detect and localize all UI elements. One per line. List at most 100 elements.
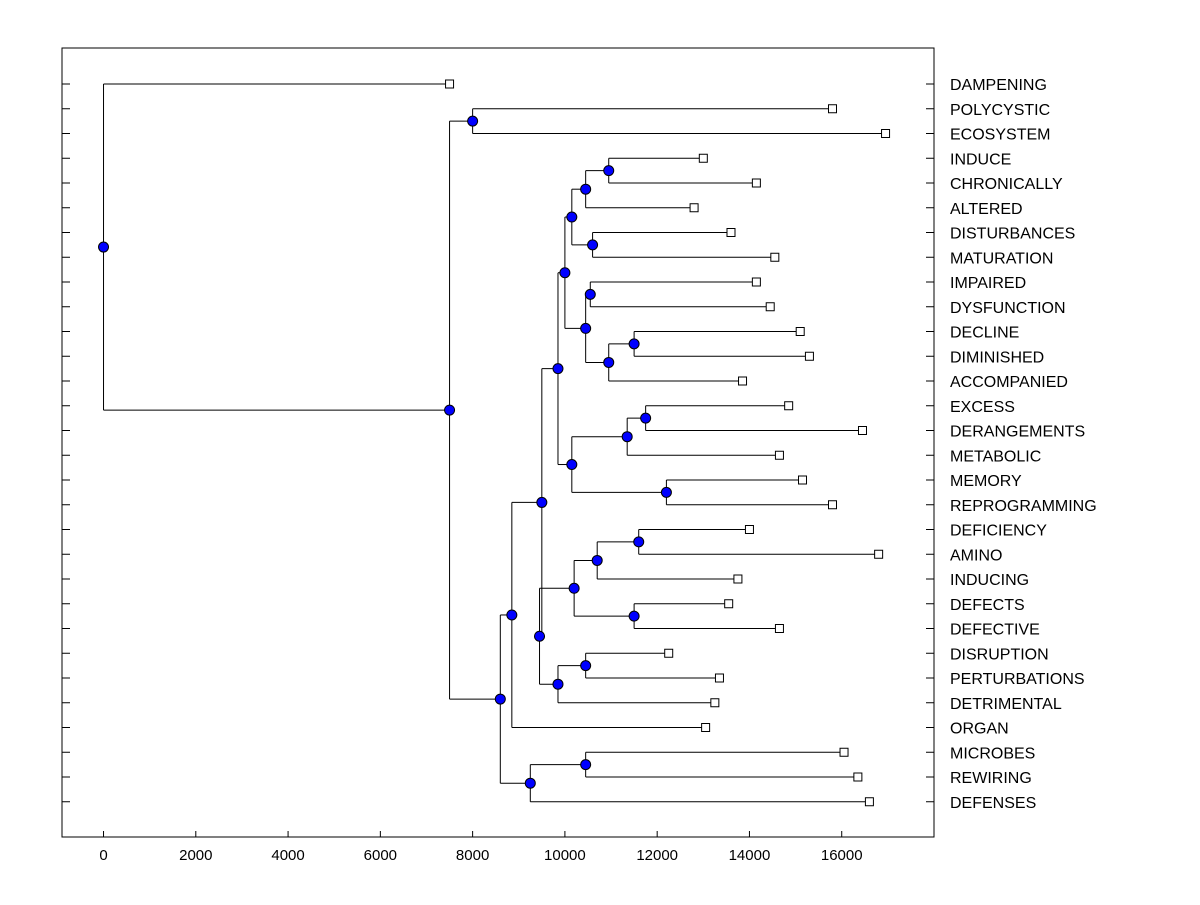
x-tick-label-2000: 2000: [179, 847, 212, 864]
merge-node-m_ica: [580, 183, 592, 195]
x-tick-label-4000: 4000: [271, 847, 304, 864]
merge-node-m_AB_meta: [552, 363, 564, 375]
merge-node-m_induce_chron: [603, 165, 615, 177]
leaf-marker-decline: [795, 327, 805, 336]
merge-node-m_root: [98, 241, 110, 253]
leaf-marker-disturbances: [726, 228, 736, 237]
merge-node-m_mic_rew: [580, 759, 592, 771]
leaf-marker-impaired: [751, 277, 761, 287]
merge-node-m_grpA: [566, 211, 578, 223]
leaf-marker-dysfunction: [765, 302, 775, 312]
leaf-marker-diminished: [804, 351, 814, 361]
leaf-marker-detrimental: [710, 698, 720, 708]
merge-node-m_grpB: [580, 322, 592, 334]
leaf-marker-derangements: [857, 426, 867, 435]
leaf-marker-perturbations: [714, 673, 724, 683]
leaf-marker-accompanied: [738, 376, 748, 386]
leaf-markers: [445, 79, 891, 807]
leaf-labels: DAMPENING POLYCYSTIC ECOSYSTEM INDUCE CHRONI…: [950, 77, 1097, 812]
leaf-label-ecosystem: ECOSYSTEM: [950, 127, 1050, 144]
leaf-label-diminished: DIMINISHED: [950, 349, 1044, 366]
leaf-label-reprogramming: REPROGRAMMING: [950, 498, 1097, 515]
leaf-label-derangements: DERANGEMENTS: [950, 424, 1085, 441]
leaf-label-inducing: INDUCING: [950, 572, 1029, 589]
leaf-marker-defects: [724, 599, 734, 609]
leaf-label-chronically: CHRONICALLY: [950, 176, 1063, 193]
leaf-label-perturbations: PERTURBATIONS: [950, 671, 1085, 688]
leaf-marker-inducing: [733, 574, 743, 584]
leaf-marker-polycystic: [827, 104, 837, 114]
merge-node-m_mem_rep: [660, 486, 672, 498]
x-tick-label-14000: 14000: [729, 847, 771, 864]
x-tick-label-6000: 6000: [364, 847, 397, 864]
leaf-label-dysfunction: DYSFUNCTION: [950, 300, 1066, 317]
leaf-marker-excess: [784, 401, 794, 411]
merge-node-m_dai: [591, 554, 603, 566]
merge-node-m_dis_per: [580, 660, 592, 672]
leaf-marker-disruption: [664, 648, 674, 658]
merge-nodes: [98, 115, 672, 789]
merge-node-m_CD_organ: [506, 609, 518, 621]
leaf-marker-maturation: [770, 252, 780, 262]
leaf-label-defective: DEFECTIVE: [950, 622, 1040, 639]
leaf-label-dampening: DAMPENING: [950, 77, 1047, 94]
leaf-marker-rewiring: [853, 772, 863, 782]
leaf-marker-microbes: [839, 747, 849, 757]
x-tick-label-12000: 12000: [636, 847, 678, 864]
leaf-label-microbes: MICROBES: [950, 745, 1035, 762]
merge-node-m_mrd: [524, 777, 536, 789]
merge-node-m_poly_eco: [467, 115, 479, 127]
merge-node-m_dist_mat: [587, 239, 599, 251]
leaf-label-excess: EXCESS: [950, 399, 1015, 416]
leaf-label-disturbances: DISTURBANCES: [950, 226, 1075, 243]
merge-node-m_CD: [536, 496, 548, 508]
x-tick-label-8000: 8000: [456, 847, 489, 864]
merge-node-m_defects: [628, 610, 640, 622]
merge-node-m_imp_dys: [584, 288, 596, 300]
merge-node-m_AB: [559, 267, 571, 279]
leaf-marker-deficiency: [744, 525, 754, 534]
leaf-label-impaired: IMPAIRED: [950, 275, 1026, 292]
leaf-label-decline: DECLINE: [950, 325, 1019, 342]
merge-node-m_dda: [603, 356, 615, 368]
leaf-marker-chronically: [751, 178, 761, 188]
leaf-label-altered: ALTERED: [950, 201, 1023, 218]
tick-marks: [62, 83, 934, 837]
leaf-label-disruption: DISRUPTION: [950, 646, 1049, 663]
merge-node-m_edm: [621, 431, 633, 443]
leaf-marker-metabolic: [774, 450, 784, 460]
x-tick-label-10000: 10000: [544, 847, 586, 864]
leaf-label-metabolic: METABOLIC: [950, 448, 1041, 465]
leaf-label-defects: DEFECTS: [950, 597, 1025, 614]
leaf-marker-defective: [774, 624, 784, 633]
branches: [103, 83, 886, 803]
leaf-label-polycystic: POLYCYSTIC: [950, 102, 1050, 119]
leaf-marker-memory: [798, 475, 808, 485]
leaf-marker-dampening: [445, 79, 455, 89]
x-tick-label-16000: 16000: [821, 847, 863, 864]
leaf-label-memory: MEMORY: [950, 473, 1022, 490]
leaf-marker-ecosystem: [881, 129, 891, 138]
merge-node-m_defgrp: [568, 582, 580, 594]
x-tick-labels: 0 2000 4000 6000 8000 10000 12000 14000 16000: [99, 847, 862, 864]
merge-node-m_dec_dim: [628, 338, 640, 350]
merge-node-m_def_ami: [633, 536, 645, 548]
leaf-marker-reprogramming: [827, 500, 837, 510]
leaf-label-defenses: DEFENSES: [950, 795, 1036, 812]
leaf-label-organ: ORGAN: [950, 721, 1009, 738]
leaf-marker-amino: [874, 549, 884, 559]
x-tick-label-0: 0: [99, 847, 107, 864]
leaf-label-maturation: MATURATION: [950, 250, 1053, 267]
leaf-marker-induce: [698, 153, 708, 163]
merge-node-m_bottom: [494, 693, 506, 705]
merge-node-m_meta: [566, 459, 578, 471]
leaf-marker-organ: [701, 723, 711, 732]
leaf-label-detrimental: DETRIMENTAL: [950, 696, 1062, 713]
leaf-label-accompanied: ACCOMPANIED: [950, 374, 1068, 391]
leaf-label-induce: INDUCE: [950, 151, 1011, 168]
leaf-label-rewiring: REWIRING: [950, 770, 1032, 787]
leaf-marker-defenses: [864, 797, 874, 807]
plot-frame: [61, 47, 935, 838]
